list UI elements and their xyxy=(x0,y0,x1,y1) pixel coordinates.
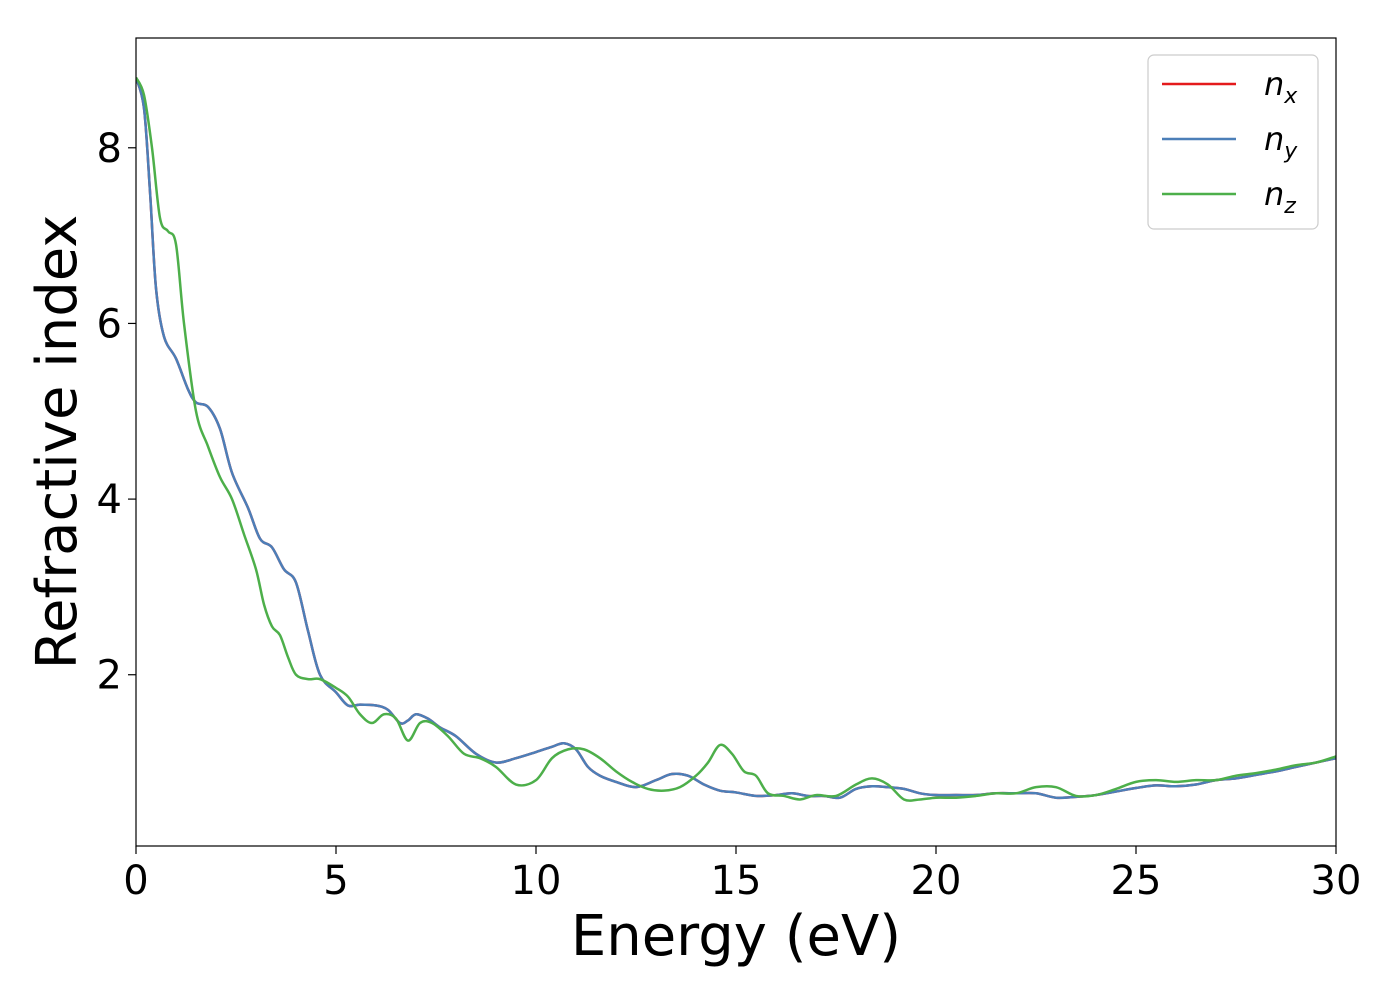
legend: nx ny nz xyxy=(1147,54,1319,230)
legend-label-ny: ny xyxy=(1264,120,1298,164)
y-tick-label: 6 xyxy=(97,301,122,347)
x-tick-label: 30 xyxy=(1311,858,1362,904)
x-axis-label: Energy (eV) xyxy=(571,904,901,969)
x-tick-label: 0 xyxy=(123,858,148,904)
y-axis-label: Refractive index xyxy=(25,215,90,670)
series-layer xyxy=(136,76,1336,802)
plot-area xyxy=(135,37,1337,847)
legend-label-nx: nx xyxy=(1264,65,1298,109)
y-tick-label: 4 xyxy=(97,477,122,523)
x-tick-label: 20 xyxy=(911,858,962,904)
plot-frame xyxy=(135,37,1337,847)
x-tick-label: 25 xyxy=(1111,858,1162,904)
ticks: 0 5 10 15 20 25 30 2 4 6 8 xyxy=(97,126,1362,904)
y-tick-label: 2 xyxy=(97,653,122,699)
legend-label-nz: nz xyxy=(1264,175,1296,219)
x-tick-label: 5 xyxy=(323,858,348,904)
legend-box xyxy=(1147,54,1319,230)
series-line-nz xyxy=(136,76,1336,802)
y-tick-label: 8 xyxy=(97,126,122,172)
x-tick-label: 15 xyxy=(711,858,762,904)
x-tick-label: 10 xyxy=(511,858,562,904)
